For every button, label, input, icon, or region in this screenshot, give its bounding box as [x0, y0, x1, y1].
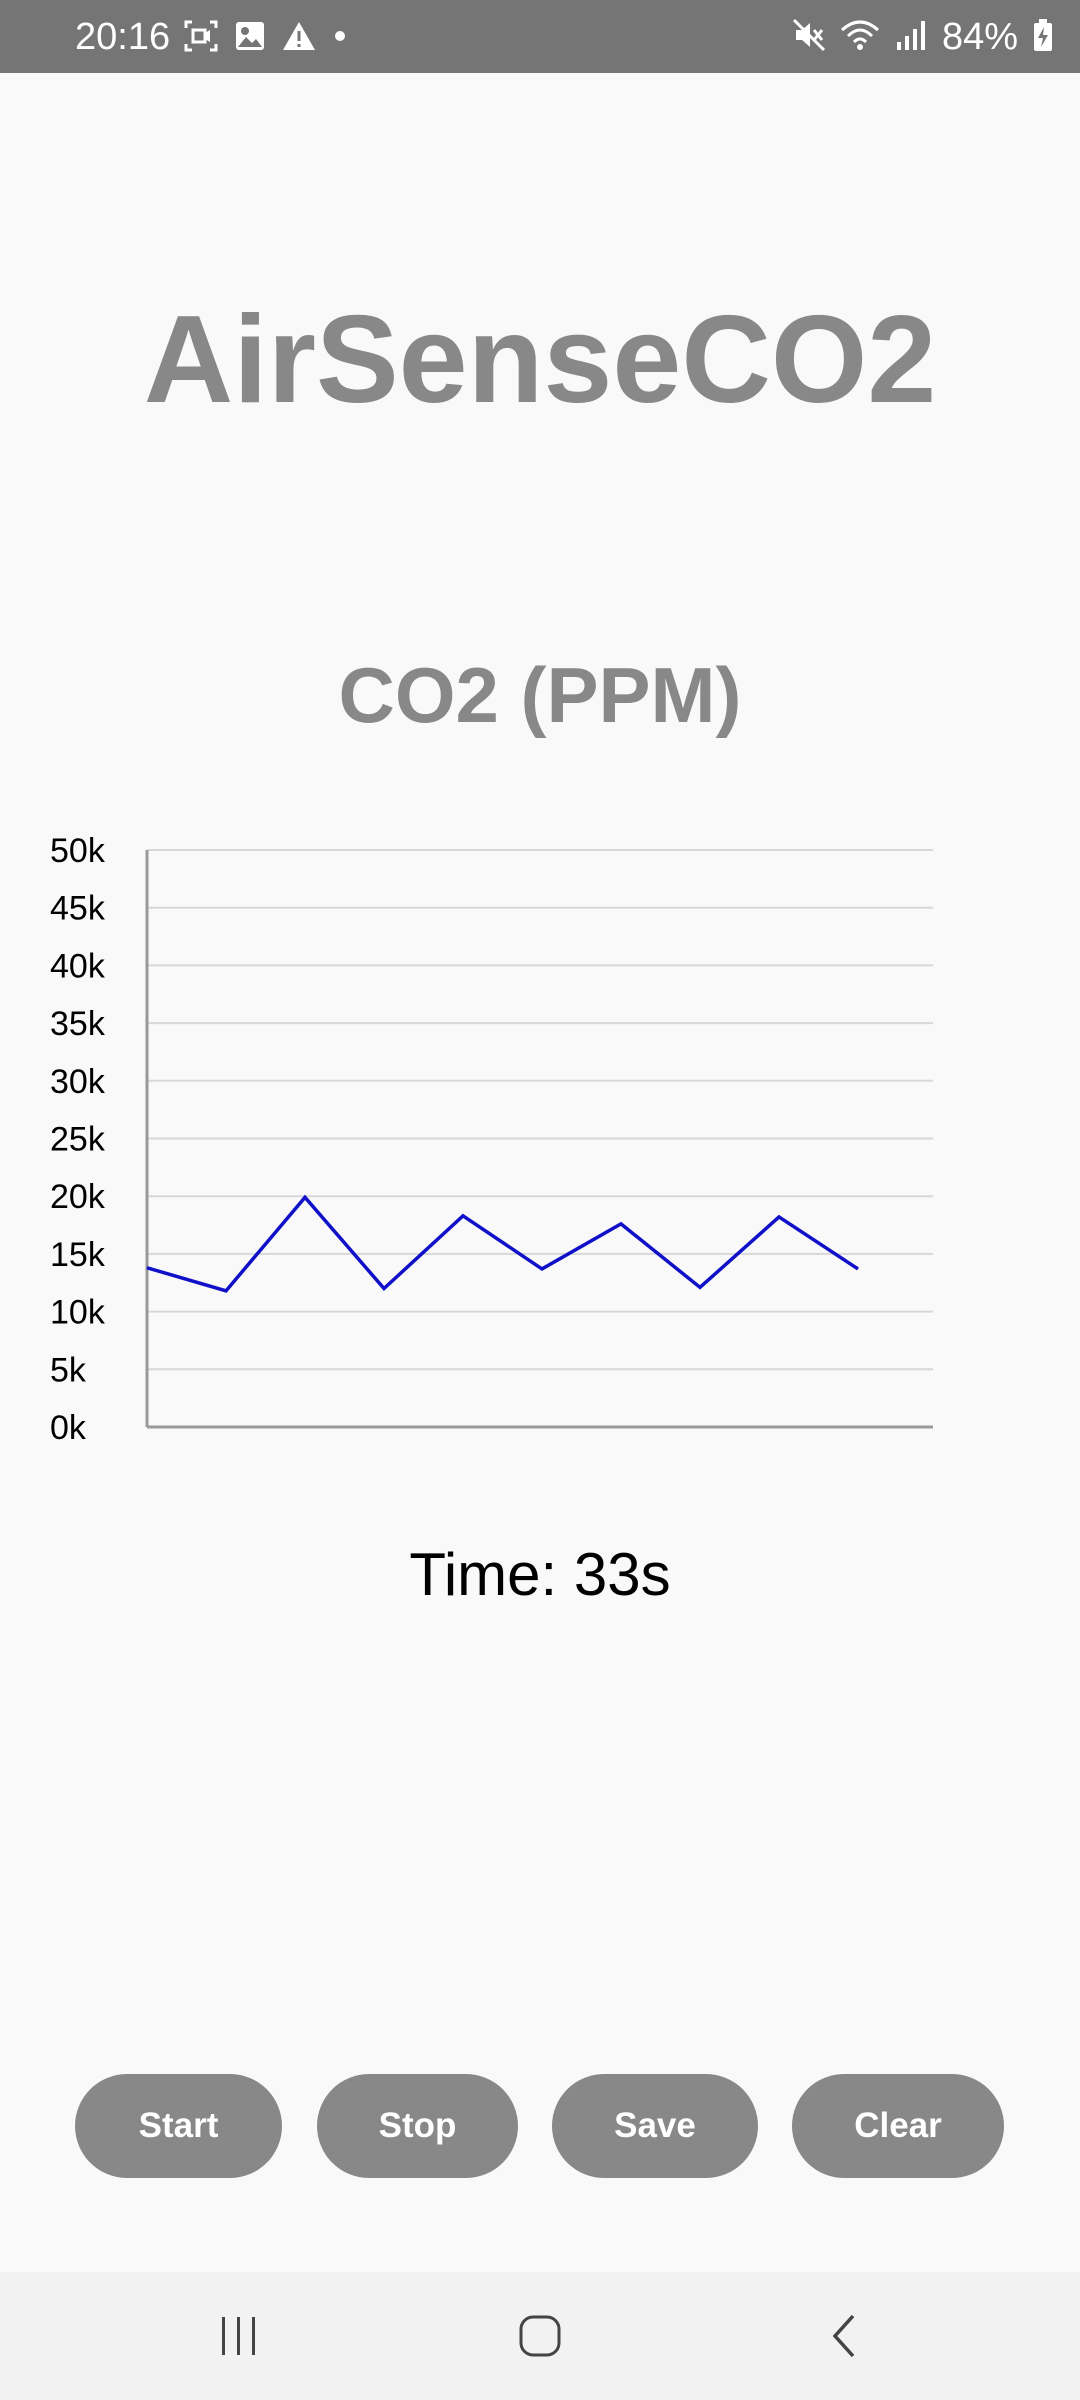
y-tick-label: 50k [50, 832, 106, 870]
y-tick-label: 10k [50, 1294, 106, 1332]
y-tick-label: 15k [50, 1236, 106, 1274]
save-button[interactable]: Save [552, 2074, 758, 2178]
start-button[interactable]: Start [75, 2074, 282, 2178]
back-icon [832, 2314, 855, 2358]
elapsed-time: Time: 33s [409, 1541, 671, 1608]
stop-button[interactable]: Stop [317, 2074, 518, 2178]
co2-series-line [146, 1194, 859, 1293]
app-title: AirSenseCO2 [143, 291, 937, 429]
back-button[interactable] [794, 2296, 894, 2376]
signal-icon [894, 18, 928, 57]
co2-chart: 0k 5k 10k 15k 20k 25k 30k 35k 40k 45k 50k [0, 800, 1080, 1460]
gallery-icon [234, 20, 266, 57]
y-tick-label: 0k [50, 1409, 87, 1447]
screen-record-icon [184, 20, 218, 57]
battery-percent: 84% [941, 16, 1018, 58]
wifi-icon [840, 18, 880, 57]
y-tick-label: 5k [50, 1351, 87, 1389]
co2-line-chart: 0k 5k 10k 15k 20k 25k 30k 35k 40k 45k 50k [50, 832, 933, 1447]
home-icon [519, 2315, 561, 2357]
clear-button[interactable]: Clear [792, 2074, 1004, 2178]
chart-title: CO2 (PPM) [338, 651, 742, 739]
navigation-bar [0, 2272, 1080, 2400]
warning-icon [282, 20, 316, 57]
home-button[interactable] [490, 2296, 590, 2376]
status-time: 20:16 [75, 16, 171, 58]
y-tick-label: 30k [50, 1063, 106, 1101]
recent-apps-button[interactable] [189, 2296, 289, 2376]
dot-icon [332, 20, 348, 57]
y-tick-label: 40k [50, 947, 106, 985]
y-tick-label: 45k [50, 890, 106, 928]
status-bar: 20:16 [0, 0, 1080, 73]
mute-icon [792, 18, 826, 57]
status-left-icons [184, 20, 348, 57]
status-right: 84% [792, 16, 1054, 58]
y-tick-label: 25k [50, 1121, 106, 1159]
recent-apps-icon [222, 2317, 255, 2355]
battery-charging-icon [1032, 18, 1054, 57]
y-tick-label: 35k [50, 1005, 106, 1043]
y-tick-label: 20k [50, 1178, 106, 1216]
